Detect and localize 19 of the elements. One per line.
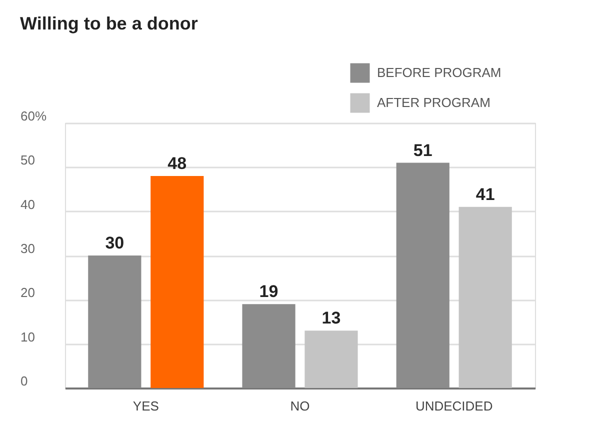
y-tick-label: 60% bbox=[20, 108, 47, 124]
legend-label: BEFORE PROGRAM bbox=[377, 65, 502, 80]
data-label: 13 bbox=[322, 308, 341, 328]
y-tick-label: 50 bbox=[20, 152, 35, 168]
data-label: 19 bbox=[259, 282, 278, 302]
y-tick-label: 20 bbox=[20, 285, 35, 300]
x-tick-label: NO bbox=[290, 398, 310, 414]
x-tick-label: YES bbox=[132, 398, 160, 414]
data-label: 48 bbox=[168, 154, 187, 173]
y-tick-label: 40 bbox=[20, 196, 35, 212]
y-tick-label: 0 bbox=[20, 374, 28, 388]
chart-title: Willing to be a donor bbox=[20, 13, 198, 34]
data-label: 41 bbox=[476, 184, 495, 204]
data-label: 51 bbox=[413, 140, 432, 160]
data-label: 30 bbox=[105, 234, 124, 252]
y-tick-label: 30 bbox=[20, 241, 35, 256]
y-tick-label: 10 bbox=[20, 329, 35, 344]
x-tick-label: UNDECIDED bbox=[415, 398, 493, 414]
legend-label: AFTER PROGRAM bbox=[377, 95, 490, 110]
